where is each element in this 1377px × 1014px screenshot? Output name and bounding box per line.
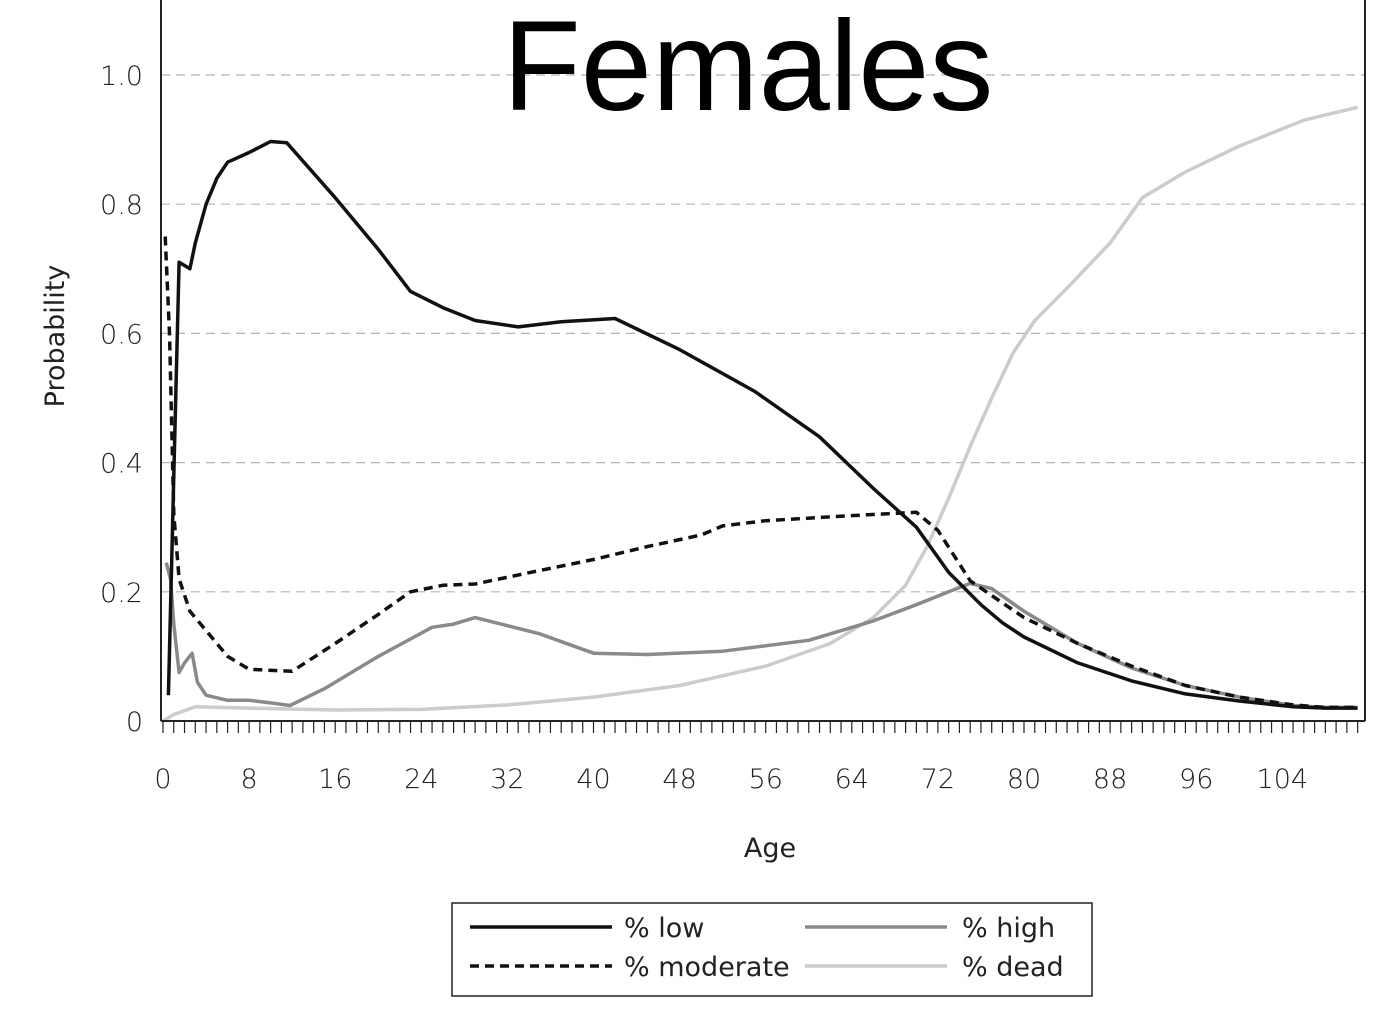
legend-label-moderate: % moderate (624, 952, 790, 983)
y-tick-labels: 0 0.2 0.4 0.6 0.8 1.0 (100, 61, 143, 738)
x-tick-label: 88 (1093, 764, 1127, 795)
legend-label-dead: % dead (962, 952, 1064, 983)
x-tick-label: 64 (835, 764, 869, 795)
y-tick-label: 0.8 (100, 190, 143, 221)
y-tick-label: 0.4 (100, 449, 143, 480)
grid-lines (161, 74, 1365, 593)
y-axis-label: Probability (40, 265, 71, 408)
legend: % low % high % moderate % dead (451, 902, 1093, 997)
series-line-low (166, 139, 1358, 710)
x-tick-label: 8 (241, 764, 258, 795)
series-line-moderate (163, 236, 1358, 710)
legend-label-high: % high (962, 913, 1055, 944)
x-tick-label: 96 (1179, 764, 1213, 795)
series-line-dead (162, 105, 1359, 723)
x-tick-label: 32 (490, 764, 524, 795)
legend-box (451, 902, 1093, 997)
x-tick-label: 16 (318, 764, 352, 795)
x-tick-label: 56 (749, 764, 783, 795)
x-tick-label: 0 (154, 764, 171, 795)
x-axis-label: Age (744, 833, 796, 864)
series-layer (162, 105, 1359, 723)
y-tick-label: 0.6 (100, 319, 143, 350)
x-tick-label: 104 (1257, 764, 1309, 795)
x-tick-label: 72 (921, 764, 955, 795)
x-minor-ticks (162, 721, 1359, 733)
y-tick-label: 0 (126, 707, 143, 738)
x-tick-label: 80 (1007, 764, 1041, 795)
x-tick-label: 40 (576, 764, 610, 795)
y-tick-label: 0.2 (100, 578, 143, 609)
legend-label-low: % low (624, 913, 704, 944)
x-tick-label: 24 (404, 764, 438, 795)
chart-title: Females (503, 0, 994, 138)
series-line-high (164, 562, 1358, 710)
x-tick-label: 48 (662, 764, 696, 795)
x-tick-labels: 0 8 16 24 32 40 48 56 64 72 80 88 96 104 (154, 764, 1308, 795)
y-tick-label: 1.0 (100, 61, 143, 92)
